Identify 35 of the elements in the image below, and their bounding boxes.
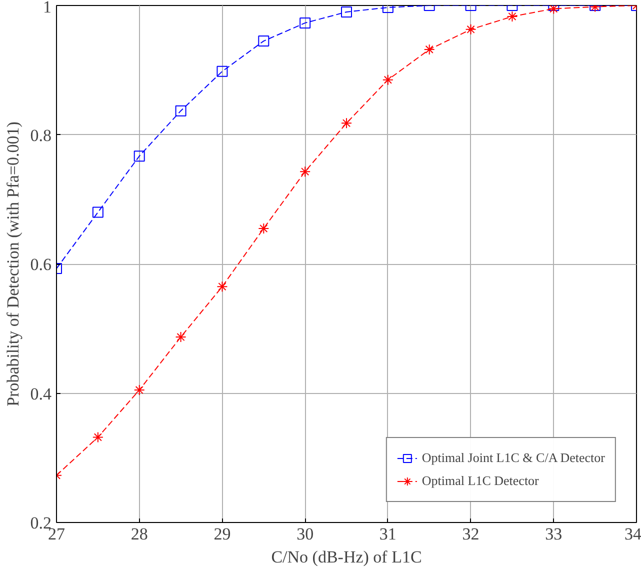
point	[424, 44, 435, 55]
point	[548, 6, 560, 14]
y-tick-label: 0.8	[30, 126, 52, 145]
x-tick-label: 28	[130, 524, 148, 544]
point	[258, 36, 270, 47]
point	[300, 166, 311, 178]
x-axis-title: C/No (dB-Hz) of L1C	[271, 548, 422, 566]
point	[465, 24, 476, 35]
point	[300, 17, 311, 28]
point	[506, 10, 518, 22]
x-tick-label: 34	[624, 524, 641, 544]
x-tick-label: 30	[296, 524, 314, 544]
point	[258, 222, 270, 234]
point	[216, 281, 228, 292]
y-tick-label: 0.4	[30, 384, 52, 404]
y-tick-label: 1	[43, 0, 52, 16]
point	[382, 74, 394, 86]
point	[341, 6, 352, 18]
x-tick-label: 31	[379, 524, 396, 544]
point	[216, 66, 228, 77]
point	[134, 384, 145, 396]
y-tick-label: 0.6	[30, 255, 52, 274]
y-axis-title: Probability of Detection (with Pfa=0.001)	[3, 122, 22, 406]
point	[175, 105, 186, 116]
point	[341, 118, 352, 129]
legend-label: Optimal Joint L1C & C/A Detector	[422, 450, 605, 466]
x-tick-label: 33	[545, 524, 562, 544]
x-tick-label: 32	[462, 524, 480, 544]
point	[92, 206, 104, 218]
x-tick-label: 27	[48, 524, 66, 544]
x-tick-label: 29	[214, 524, 231, 544]
point	[92, 432, 104, 443]
point	[175, 332, 186, 343]
legend-label: Optimal L1C Detector	[422, 473, 539, 489]
point	[134, 150, 145, 162]
